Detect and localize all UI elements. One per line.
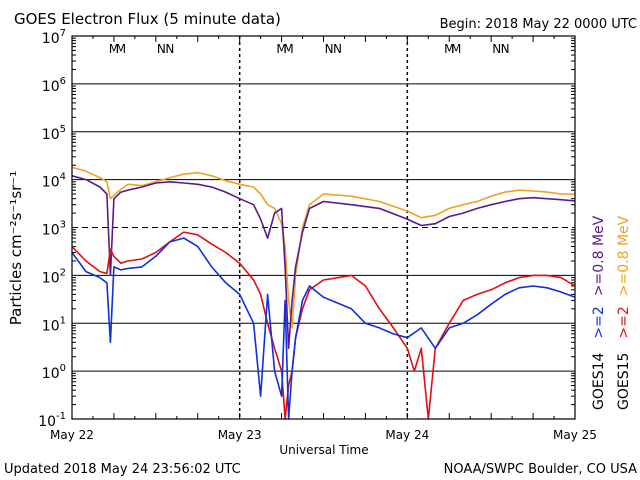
marker-m: M [109, 42, 119, 56]
x-tick-label: May 25 [553, 428, 597, 442]
legend-goes15-2mev: >=2 [616, 306, 632, 338]
y-tick-label: 107 [42, 28, 66, 47]
x-tick-labels: May 22 May 23 May 24 May 25 [50, 428, 597, 442]
svg-text:GOES14>=2>=0.8 MeV: GOES14 >=2 >=0.8 MeV [591, 215, 607, 410]
y-tick-label: 101 [42, 315, 66, 334]
data-series [71, 166, 576, 420]
marker-n: N [333, 42, 342, 56]
y-tick-label: 103 [42, 220, 66, 239]
marker-m: M [451, 42, 461, 56]
series-g14_08 [71, 175, 576, 350]
marker-m: M [444, 42, 454, 56]
marker-n: N [501, 42, 510, 56]
plot-frame [71, 35, 576, 420]
marker-m: M [283, 42, 293, 56]
legend-goes15-name: GOES15 [616, 353, 632, 410]
x-tick-label: May 24 [385, 428, 429, 442]
y-tick-label: 106 [42, 76, 66, 95]
y-tick-label: 100 [42, 363, 66, 382]
chart-title: GOES Electron Flux (5 minute data) [14, 10, 281, 28]
x-tick-label: May 23 [218, 428, 262, 442]
gridlines [72, 35, 575, 420]
legend-goes14: GOES14 >=2 >=0.8 MeV [591, 215, 607, 410]
y-tick-label: 10-1 [38, 411, 66, 430]
y-tick-labels: 10-1 100 101 102 103 104 105 106 107 [38, 28, 66, 430]
marker-n: N [325, 42, 334, 56]
marker-m: M [116, 42, 126, 56]
y-tick-label: 105 [42, 124, 66, 143]
series-g14_2 [71, 237, 576, 420]
satellite-event-markers: MM N N MM N N MM N N [109, 42, 510, 56]
svg-text:GOES15>=2>=0.8 MeV: GOES15 >=2 >=0.8 MeV [616, 215, 632, 410]
series-g15_2 [71, 231, 576, 420]
legend-goes14-08mev: >=0.8 MeV [591, 215, 607, 296]
y-tick-label: 102 [42, 267, 66, 286]
y-tick-label: 104 [42, 172, 66, 191]
credit-line: NOAA/SWPC Boulder, CO USA [444, 462, 637, 477]
legend-goes14-name: GOES14 [591, 352, 607, 410]
marker-n: N [492, 42, 501, 56]
marker-n: N [165, 42, 174, 56]
begin-date: Begin: 2018 May 22 0000 UTC [440, 17, 637, 32]
x-axis-label: Universal Time [279, 443, 368, 457]
x-tick-label: May 22 [50, 428, 94, 442]
legend-goes14-2mev: >=2 [591, 306, 607, 338]
marker-n: N [157, 42, 166, 56]
legend-goes15: GOES15 >=2 >=0.8 MeV [616, 215, 632, 410]
marker-m: M [276, 42, 286, 56]
series-g15_08 [71, 166, 575, 329]
y-axis-label: Particles cm⁻²s⁻¹sr⁻¹ [7, 171, 25, 325]
updated-timestamp: Updated 2018 May 24 23:56:02 UTC [4, 462, 241, 477]
legend-goes15-08mev: >=0.8 MeV [616, 215, 632, 296]
